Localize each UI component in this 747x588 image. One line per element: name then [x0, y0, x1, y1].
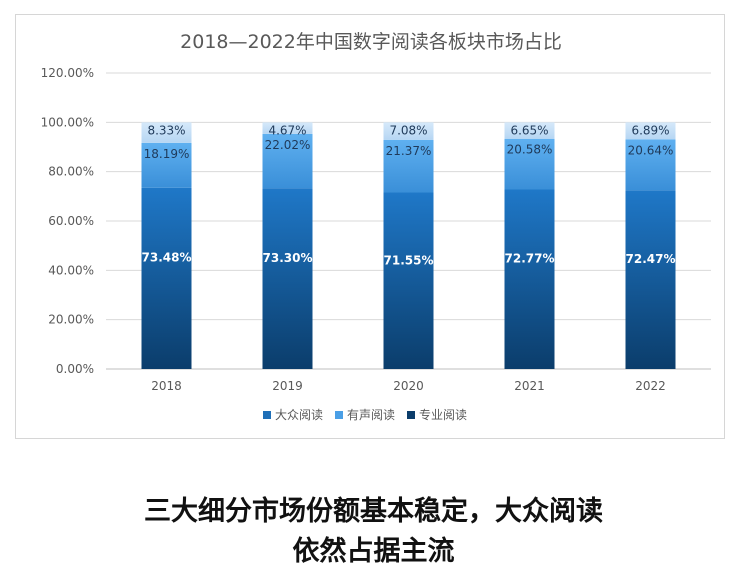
- legend-label: 大众阅读: [275, 408, 323, 422]
- y-tick-label: 100.00%: [41, 115, 94, 129]
- bar-segment-mass-reading: [625, 190, 676, 369]
- data-label: 21.37%: [386, 144, 432, 158]
- y-axis: 0.00% 20.00% 40.00% 60.00% 80.00% 100.00% 120.…: [41, 66, 94, 376]
- legend-swatch: [407, 411, 415, 419]
- legend-label: 专业阅读: [419, 407, 467, 422]
- legend-swatch: [263, 411, 271, 419]
- chart-canvas: 2018—2022年中国数字阅读各板块市场占比 0.00% 20.00% 40.00…: [41, 31, 711, 422]
- bar-segment-professional-reading: [383, 122, 434, 140]
- x-tick-label: 2018: [151, 379, 182, 393]
- caption: 三大细分市场份额基本稳定，大众阅读 依然占据主流: [0, 492, 747, 572]
- bar-segment-professional-reading: [262, 122, 313, 134]
- x-tick-label: 2022: [635, 379, 666, 393]
- data-label: 72.77%: [505, 252, 555, 266]
- x-tick-label: 2020: [393, 379, 424, 393]
- bar-segment-mass-reading: [504, 189, 555, 369]
- y-tick-label: 0.00%: [56, 362, 94, 376]
- bars: 73.48% 18.19% 8.33% 73.30% 22.02%4.67% 71.55%…: [141, 122, 676, 369]
- data-label: 6.89%: [631, 123, 669, 137]
- bar-segment-audio-reading: [504, 138, 555, 190]
- data-label: 8.33%: [147, 123, 185, 137]
- data-label: 6.65%: [510, 123, 548, 137]
- bar-segment-professional-reading: [504, 122, 555, 139]
- data-label: 73.48%: [142, 251, 192, 265]
- y-tick-label: 40.00%: [48, 263, 94, 277]
- legend-swatch: [335, 411, 343, 419]
- bar-segment-professional-reading: [625, 122, 676, 140]
- legend: 大众阅读 有声阅读 专业阅读: [263, 407, 467, 422]
- caption-line-1: 三大细分市场份额基本稳定，大众阅读: [144, 496, 603, 527]
- y-tick-label: 20.00%: [48, 313, 94, 327]
- data-label: 73.30%: [263, 251, 313, 265]
- bar-segment-audio-reading: [141, 142, 192, 188]
- y-tick-label: 80.00%: [48, 165, 94, 179]
- y-tick-label: 60.00%: [48, 214, 94, 228]
- data-label: 20.58%: [507, 143, 553, 157]
- data-label: 72.47%: [626, 252, 676, 266]
- data-label: 22.02%: [265, 138, 311, 152]
- bar-segment-mass-reading: [141, 187, 192, 369]
- x-tick-label: 2021: [514, 379, 545, 393]
- bar-segment-mass-reading: [383, 192, 434, 369]
- data-label: 7.08%: [389, 123, 427, 137]
- chart-title: 2018—2022年中国数字阅读各板块市场占比: [180, 31, 562, 53]
- bar-segment-mass-reading: [262, 188, 313, 369]
- bar-segment-audio-reading: [383, 139, 434, 193]
- chart-frame: 2018—2022年中国数字阅读各板块市场占比 0.00% 20.00% 40.00…: [15, 14, 725, 439]
- x-axis: 2018 2019 2020 2021 2022: [151, 379, 666, 393]
- x-tick-label: 2019: [272, 379, 303, 393]
- caption-line-2: 依然占据主流: [292, 536, 455, 567]
- data-label: 18.19%: [144, 147, 190, 161]
- data-label: 20.64%: [628, 143, 674, 157]
- data-label: 71.55%: [384, 254, 434, 268]
- y-tick-label: 120.00%: [41, 66, 94, 80]
- bar-segment-audio-reading: [262, 133, 313, 189]
- legend-label: 有声阅读: [347, 408, 395, 422]
- bar-segment-audio-reading: [625, 139, 676, 191]
- data-label: 4.67%: [268, 123, 306, 137]
- bar-segment-professional-reading: [141, 122, 192, 143]
